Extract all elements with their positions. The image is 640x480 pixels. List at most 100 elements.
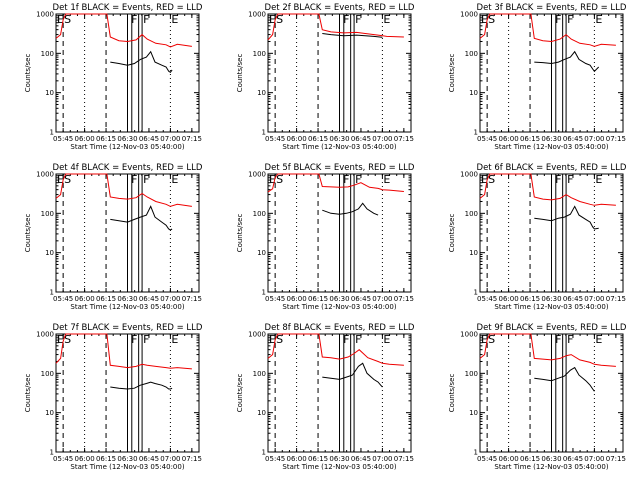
x-tick-label: 06:15 bbox=[520, 295, 540, 303]
x-tick-label: 07:15 bbox=[606, 455, 626, 463]
interval-marker-f: F bbox=[143, 333, 149, 346]
interval-marker-e: E bbox=[269, 173, 276, 186]
y-tick-label: 100 bbox=[41, 370, 54, 378]
y-tick-label: 1000 bbox=[36, 11, 54, 19]
events-series-line bbox=[322, 202, 379, 216]
y-tick-label: 1000 bbox=[248, 11, 266, 19]
x-tick-label: 06:45 bbox=[139, 135, 159, 143]
x-tick-label: 06:45 bbox=[139, 455, 159, 463]
y-tick-label: 1000 bbox=[460, 331, 478, 339]
x-tick-label: 07:15 bbox=[182, 295, 202, 303]
panel-title: Det 3f BLACK = Events, RED = LLD bbox=[477, 3, 627, 13]
y-tick-label: 100 bbox=[465, 50, 478, 58]
x-tick-label: 06:15 bbox=[308, 295, 328, 303]
x-tick-label: 07:15 bbox=[394, 295, 414, 303]
interval-marker-e: E bbox=[383, 13, 390, 26]
interval-marker-f: F bbox=[555, 13, 561, 26]
x-tick-label: 06:00 bbox=[75, 455, 95, 463]
x-tick-label: 06:30 bbox=[329, 455, 349, 463]
interval-marker-f: F bbox=[143, 173, 149, 186]
y-tick-label: 1000 bbox=[460, 171, 478, 179]
interval-marker-e: E bbox=[595, 13, 602, 26]
panel-title: Det 8f BLACK = Events, RED = LLD bbox=[265, 323, 415, 333]
y-tick-label: 10 bbox=[45, 409, 54, 417]
y-tick-label: 1 bbox=[50, 129, 54, 137]
x-tick-label: 07:15 bbox=[606, 295, 626, 303]
lld-series-line bbox=[267, 13, 404, 41]
x-tick-label: 05:45 bbox=[265, 455, 285, 463]
y-axis-label: Counts/sec bbox=[448, 54, 456, 93]
interval-marker-e: E bbox=[595, 173, 602, 186]
interval-marker-e: E bbox=[383, 173, 390, 186]
interval-marker-s: S bbox=[488, 333, 495, 346]
lld-series-line bbox=[479, 333, 616, 367]
x-tick-label: 06:00 bbox=[287, 135, 307, 143]
interval-marker-e: E bbox=[383, 333, 390, 346]
x-tick-label: 06:45 bbox=[139, 295, 159, 303]
y-axis-label: Counts/sec bbox=[24, 374, 32, 413]
x-tick-label: 05:45 bbox=[265, 295, 285, 303]
x-tick-label: 06:15 bbox=[96, 295, 116, 303]
interval-marker-e: E bbox=[57, 333, 64, 346]
x-tick-label: 06:45 bbox=[351, 295, 371, 303]
events-series-line bbox=[534, 366, 595, 392]
x-axis-label: Start Time (12-Nov-03 05:40:00) bbox=[70, 303, 184, 311]
y-tick-label: 1 bbox=[474, 289, 478, 297]
lld-series-line bbox=[55, 13, 192, 48]
interval-marker-f: F bbox=[355, 13, 361, 26]
y-tick-label: 1 bbox=[50, 289, 54, 297]
x-tick-label: 05:45 bbox=[53, 455, 73, 463]
panel-det-7f: Det 7f BLACK = Events, RED = LLD 1 10 100 10… bbox=[24, 323, 203, 471]
panel-title: Det 9f BLACK = Events, RED = LLD bbox=[477, 323, 627, 333]
x-tick-label: 07:00 bbox=[584, 455, 604, 463]
x-tick-label: 06:30 bbox=[117, 135, 137, 143]
x-tick-label: 06:45 bbox=[563, 135, 583, 143]
interval-marker-e: E bbox=[481, 173, 488, 186]
interval-marker-s: S bbox=[64, 173, 71, 186]
x-axis-label: Start Time (12-Nov-03 05:40:00) bbox=[494, 463, 608, 471]
x-tick-label: 06:00 bbox=[499, 135, 519, 143]
interval-marker-e: E bbox=[57, 13, 64, 26]
x-tick-label: 06:15 bbox=[308, 455, 328, 463]
y-tick-label: 1000 bbox=[36, 171, 54, 179]
y-tick-label: 10 bbox=[45, 89, 54, 97]
y-axis-label: Counts/sec bbox=[236, 374, 244, 413]
x-tick-label: 05:45 bbox=[477, 135, 497, 143]
interval-marker-f: F bbox=[131, 13, 137, 26]
lld-series-line bbox=[479, 173, 616, 206]
x-axis-label: Start Time (12-Nov-03 05:40:00) bbox=[282, 143, 396, 151]
interval-marker-s: S bbox=[488, 13, 495, 26]
y-tick-label: 10 bbox=[469, 249, 478, 257]
x-tick-label: 06:45 bbox=[563, 295, 583, 303]
interval-marker-f: F bbox=[343, 173, 349, 186]
x-tick-label: 06:30 bbox=[541, 135, 561, 143]
panel-det-8f: Det 8f BLACK = Events, RED = LLD 1 10 100 10… bbox=[236, 323, 415, 471]
interval-marker-f: F bbox=[355, 333, 361, 346]
y-tick-label: 10 bbox=[257, 249, 266, 257]
x-tick-label: 06:30 bbox=[541, 295, 561, 303]
x-tick-label: 06:45 bbox=[351, 455, 371, 463]
x-tick-label: 05:45 bbox=[477, 295, 497, 303]
panel-title: Det 7f BLACK = Events, RED = LLD bbox=[53, 323, 203, 333]
lld-series-line bbox=[267, 173, 404, 193]
y-axis-label: Counts/sec bbox=[236, 54, 244, 93]
interval-marker-f: F bbox=[567, 13, 573, 26]
panel-det-9f: Det 9f BLACK = Events, RED = LLD 1 10 100 10… bbox=[448, 323, 627, 471]
x-tick-label: 06:45 bbox=[351, 135, 371, 143]
y-tick-label: 1000 bbox=[460, 11, 478, 19]
x-tick-label: 06:00 bbox=[75, 135, 95, 143]
panel-title: Det 4f BLACK = Events, RED = LLD bbox=[53, 163, 203, 173]
x-tick-label: 07:15 bbox=[182, 135, 202, 143]
x-axis-label: Start Time (12-Nov-03 05:40:00) bbox=[494, 143, 608, 151]
x-tick-label: 06:15 bbox=[520, 455, 540, 463]
y-tick-label: 100 bbox=[253, 210, 266, 218]
interval-marker-e: E bbox=[171, 173, 178, 186]
interval-marker-e: E bbox=[481, 333, 488, 346]
x-tick-label: 06:45 bbox=[563, 455, 583, 463]
events-series-line bbox=[322, 33, 383, 38]
interval-marker-e: E bbox=[481, 13, 488, 26]
x-tick-label: 06:30 bbox=[541, 455, 561, 463]
interval-marker-f: F bbox=[567, 333, 573, 346]
y-tick-label: 1 bbox=[262, 449, 266, 457]
lld-series-line bbox=[479, 13, 616, 47]
